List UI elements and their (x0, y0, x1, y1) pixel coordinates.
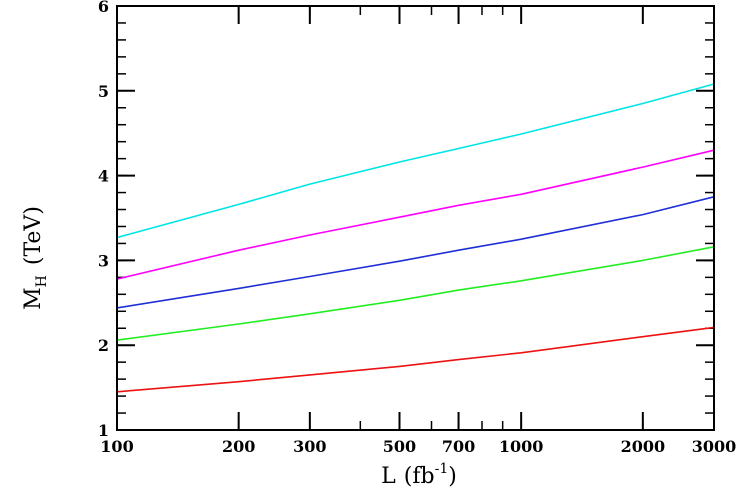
x-tick-label: 3000 (692, 437, 737, 456)
series-line-3 (116, 196, 715, 309)
x-tick-label: 200 (222, 437, 255, 456)
y-axis-title: MH(TeV) (21, 206, 50, 310)
plot-frame (116, 5, 715, 431)
series-line-5 (116, 326, 715, 393)
x-tick-label: 500 (383, 437, 416, 456)
y-tick-label: 4 (98, 167, 109, 186)
y-tick-label: 6 (98, 0, 109, 16)
x-axis-title: L (fb-1) (381, 461, 457, 489)
x-tick-label: 1000 (499, 437, 544, 456)
tick-labels: 100 200 300 500 700 1000 2000 3000 1 2 3 4 5 6 (98, 0, 736, 456)
x-tick-label: 2000 (621, 437, 666, 456)
series-lines (116, 83, 715, 393)
x-tick-label: 300 (293, 437, 326, 456)
series-line-1 (116, 83, 715, 239)
x-tick-label: 700 (442, 437, 475, 456)
y-tick-label: 3 (98, 251, 109, 270)
y-tick-label: 5 (98, 82, 109, 101)
x-tick-label: 100 (100, 437, 133, 456)
series-line-4 (116, 246, 715, 341)
series-line-2 (116, 149, 715, 280)
y-tick-label: 1 (98, 421, 109, 440)
y-tick-label: 2 (98, 336, 109, 355)
